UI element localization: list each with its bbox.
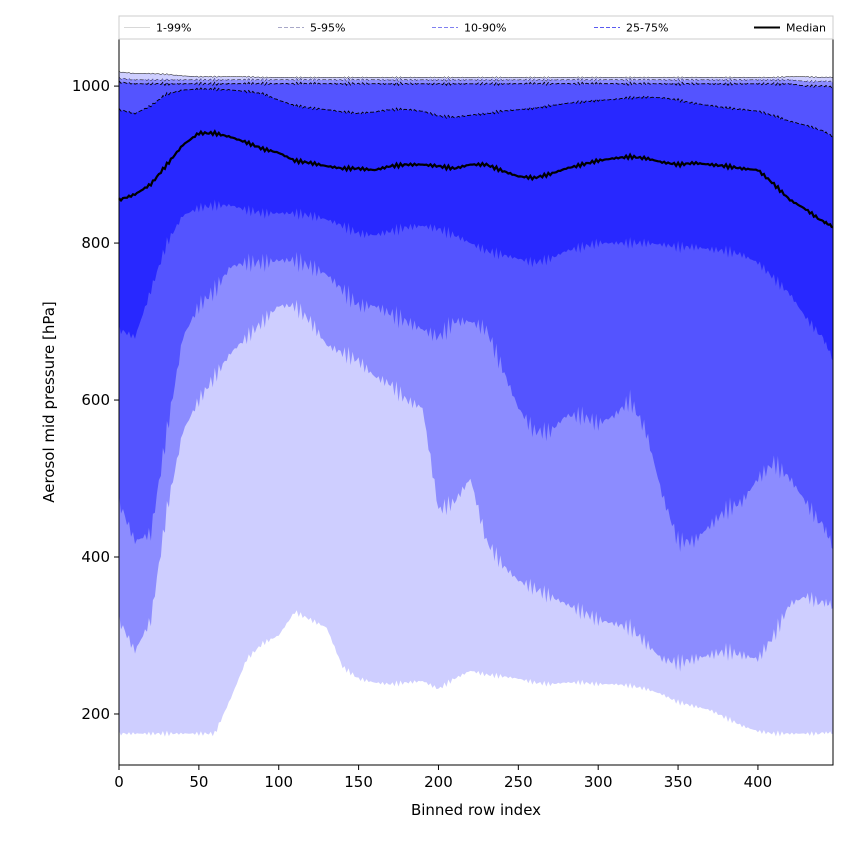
- y-tick-label: 1000: [72, 77, 110, 95]
- y-tick-label: 400: [81, 548, 110, 566]
- y-axis: 200 400 600 800 1000: [72, 77, 119, 723]
- legend-label-10-90: 10-90%: [464, 22, 506, 35]
- band-upper-edge-1-99: [118, 71, 834, 79]
- band-upper-edge-10-90: [118, 80, 833, 89]
- y-tick-label: 200: [81, 705, 110, 723]
- legend-label-5-95: 5-95%: [310, 22, 345, 35]
- y-tick-label: 600: [81, 391, 110, 409]
- x-tick-label: 0: [114, 773, 124, 791]
- x-axis: 0 50 100 150 200 250 300 350 400: [114, 765, 772, 791]
- x-tick-label: 150: [344, 773, 373, 791]
- y-tick-label: 800: [81, 234, 110, 252]
- y-axis-label: Aerosol mid pressure [hPa]: [40, 301, 58, 503]
- x-axis-label: Binned row index: [411, 801, 541, 819]
- x-tick-label: 400: [744, 773, 773, 791]
- median-line: [118, 129, 834, 229]
- legend-label-median: Median: [786, 22, 826, 35]
- x-tick-label: 350: [664, 773, 693, 791]
- legend-label-1-99: 1-99%: [156, 22, 191, 35]
- legend-label-25-75: 25-75%: [626, 22, 668, 35]
- x-tick-label: 50: [189, 773, 208, 791]
- band-edge-lines: [118, 71, 834, 138]
- band-upper-edge-5-95: [118, 76, 834, 83]
- x-tick-label: 200: [424, 773, 453, 791]
- x-tick-label: 300: [584, 773, 613, 791]
- x-tick-label: 100: [264, 773, 293, 791]
- legend: 1-99% 5-95% 10-90% 25-75% Median: [118, 15, 834, 40]
- band-upper-edge-25-75: [118, 87, 834, 138]
- legend-frame: [118, 15, 834, 40]
- band-25-75: [119, 87, 833, 361]
- median-layer: [118, 129, 834, 229]
- x-tick-label: 250: [504, 773, 533, 791]
- percentile-bands: [119, 71, 833, 737]
